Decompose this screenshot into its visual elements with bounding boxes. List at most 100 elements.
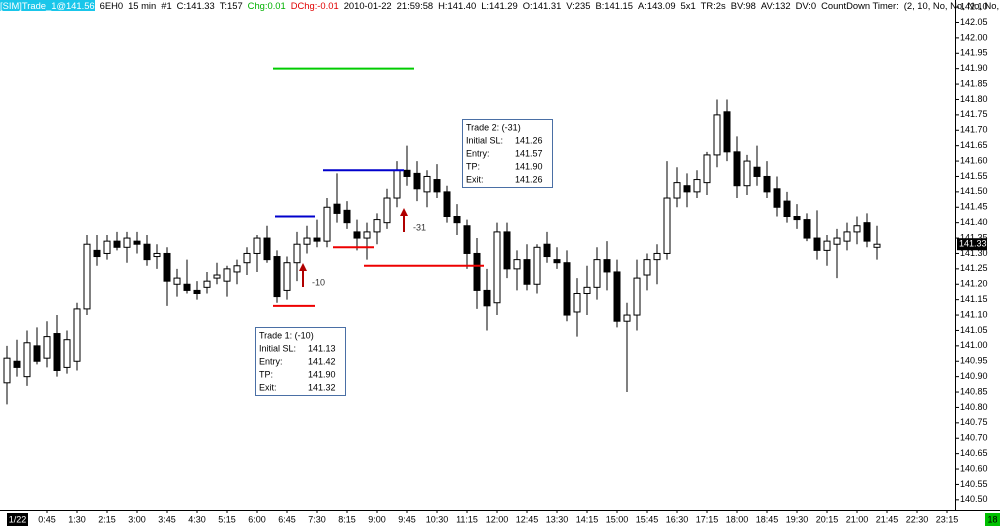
trade-value: 141.13 — [308, 343, 336, 353]
trade-value: 141.42 — [308, 356, 336, 366]
trade-value: 141.90 — [308, 369, 336, 379]
candle-body — [53, 333, 61, 371]
y-tick-label: 141.70 — [960, 125, 988, 135]
candle-body — [473, 252, 481, 291]
trade-box-frame — [255, 327, 346, 396]
x-tick-label: 22:30 — [906, 514, 929, 524]
x-tick-label: 1:30 — [68, 514, 86, 524]
y-tick-label: 140.55 — [960, 479, 988, 489]
header-item: AV:132 — [760, 0, 791, 11]
candle-body — [103, 240, 111, 254]
y-tick-label: 140.95 — [960, 356, 988, 366]
header-item: C:141.33 — [176, 0, 215, 11]
y-tick-label: 140.60 — [960, 463, 988, 473]
candle-body — [733, 151, 741, 187]
candle-body — [723, 111, 731, 153]
x-tick-label: 12:45 — [516, 514, 539, 524]
candle-body — [123, 237, 131, 248]
candle-body — [183, 283, 191, 291]
candle-body — [143, 243, 151, 261]
candle-body — [13, 360, 21, 368]
y-tick-label: 141.75 — [960, 109, 988, 119]
candle-body — [483, 289, 491, 307]
candle-body — [713, 114, 721, 156]
candle-body — [863, 222, 871, 242]
x-tick-label: 6:45 — [278, 514, 296, 524]
x-tick-label: 17:15 — [696, 514, 719, 524]
header-item: (2, 10, No, No, No, No, No, 0) — [903, 0, 1000, 11]
candle-body — [213, 274, 221, 279]
candle-body — [433, 179, 441, 193]
candle-body — [543, 243, 551, 258]
candle-body — [583, 286, 591, 294]
last-price-bg — [957, 238, 987, 251]
header-item: BV:98 — [730, 0, 756, 11]
candle-body — [3, 357, 11, 384]
trade-value: 141.90 — [515, 161, 543, 171]
candle-body — [153, 252, 161, 258]
candle-body — [453, 216, 461, 224]
countdown: 18 — [987, 514, 997, 524]
candle-body — [93, 249, 101, 258]
candle-body — [243, 252, 251, 264]
candle-body — [603, 259, 611, 273]
trade-value: 141.32 — [308, 382, 336, 392]
candle-body — [693, 179, 701, 193]
candle-body — [303, 237, 311, 245]
candle-body — [573, 292, 581, 313]
candle-body — [393, 169, 401, 199]
candle-body — [773, 188, 781, 208]
y-tick-label: 140.80 — [960, 402, 988, 412]
y-tick-label: 140.75 — [960, 417, 988, 427]
trade-box-frame — [462, 119, 553, 188]
candle-body — [373, 219, 381, 233]
candle-body — [253, 237, 261, 254]
candle-body — [783, 200, 791, 218]
x-tick-label: 21:00 — [846, 514, 869, 524]
x-tick-label: 21:45 — [876, 514, 899, 524]
y-tick-label: 141.50 — [960, 186, 988, 196]
candle-body — [673, 182, 681, 199]
candle-body — [133, 240, 141, 245]
header-item: 5x1 — [680, 0, 696, 11]
header-item: DChg:-0.01 — [290, 0, 339, 11]
candle-body — [333, 203, 341, 214]
candle-body — [63, 339, 71, 368]
header-item: L:141.29 — [481, 0, 518, 11]
candle-body — [683, 185, 691, 193]
candle-body — [833, 237, 841, 245]
header-item: T:157 — [219, 0, 243, 11]
y-tick-label: 140.50 — [960, 494, 988, 504]
header-item: 2010-01-22 — [343, 0, 392, 11]
candle-body — [223, 268, 231, 282]
header-item: DV:0 — [795, 0, 817, 11]
trade-arrow-head — [400, 208, 408, 216]
y-tick-label: 141.60 — [960, 155, 988, 165]
x-tick-label: 13:30 — [546, 514, 569, 524]
trade-value: 141.57 — [515, 148, 543, 158]
x-tick-label: 15:45 — [636, 514, 659, 524]
header-item: A:143.09 — [638, 0, 676, 11]
candle-body — [643, 259, 651, 276]
x-tick-label: 7:30 — [308, 514, 326, 524]
y-tick-label: 141.40 — [960, 217, 988, 227]
x-tick-label: 11:15 — [456, 514, 478, 524]
x-tick-label: 6:00 — [248, 514, 266, 524]
candle-body — [653, 252, 661, 261]
trade-arrow-head — [299, 263, 307, 271]
y-tick-label: 142.00 — [960, 32, 988, 42]
x-tick-label: 5:15 — [218, 514, 236, 524]
x-tick-label: 3:00 — [128, 514, 146, 524]
candle-body — [563, 262, 571, 316]
trade-box: Trade 2: (-31) Initial SL: 141.26 Entry: 141… — [462, 119, 553, 188]
candle-body — [403, 169, 411, 177]
trade-value: 141.26 — [515, 135, 543, 145]
trade-field: Entry: — [466, 148, 490, 158]
y-tick-label: 141.10 — [960, 309, 988, 319]
candle-body — [533, 246, 541, 285]
x-tick-label: 14:15 — [576, 514, 599, 524]
candle-body — [43, 336, 51, 359]
candle-body — [173, 277, 181, 285]
trade-field: Exit: — [466, 174, 484, 184]
